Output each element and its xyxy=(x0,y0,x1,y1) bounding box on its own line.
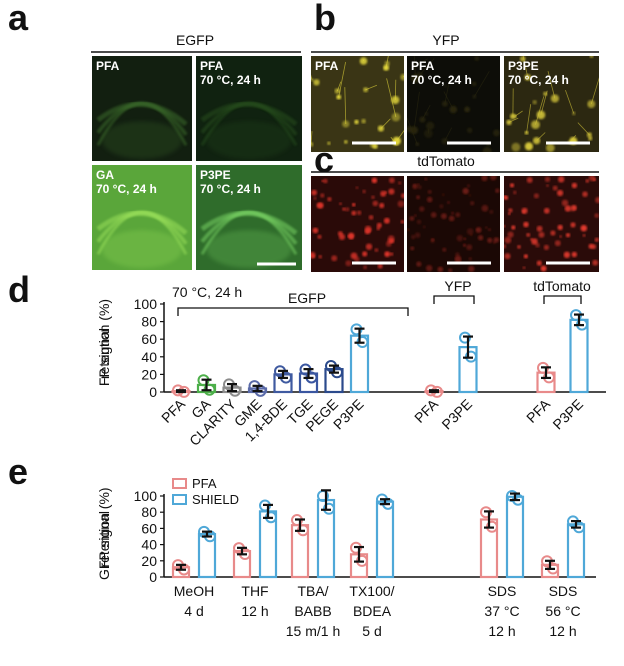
x-category-label: 56 °C xyxy=(545,603,580,619)
group-bracket xyxy=(177,307,409,316)
bar xyxy=(375,500,395,579)
x-category-label: SDS xyxy=(549,583,578,599)
y-tick-label: 60 xyxy=(141,520,157,536)
panel-letter-a: a xyxy=(8,0,29,38)
tdtomato-image-p3pe-70c xyxy=(504,176,599,272)
y-tick-label: 20 xyxy=(141,553,157,569)
y-tick-label: 60 xyxy=(141,331,157,347)
group-bracket xyxy=(543,295,582,304)
panel-a-title: EGFP xyxy=(176,32,214,48)
yfp-image-pfa: PFA xyxy=(311,56,404,152)
group-label: EGFP xyxy=(288,290,326,306)
x-category-label: BABB xyxy=(294,603,331,619)
x-category-label: TBA/ xyxy=(297,583,328,599)
micrograph-label: 70 °C, 24 h xyxy=(96,182,157,196)
micrograph-label: P3PE xyxy=(508,59,539,73)
micrograph-label: PFA xyxy=(411,59,435,73)
bar xyxy=(349,334,370,394)
y-axis-label-line: retention (%) xyxy=(96,487,112,567)
x-category-label: 37 °C xyxy=(484,603,519,619)
y-axis-label-line: retention (%) xyxy=(96,299,112,379)
y-tick-label: 40 xyxy=(141,537,157,553)
micrograph-background xyxy=(407,176,500,272)
legend-swatch xyxy=(172,478,187,489)
tdtomato-image-pfa-70c xyxy=(407,176,500,272)
x-category-label: SDS xyxy=(488,583,517,599)
x-category-label: 15 m/1 h xyxy=(286,623,340,639)
micrograph-label: 70 °C, 24 h xyxy=(200,182,261,196)
y-tick-label: 20 xyxy=(141,366,157,382)
x-category-label: 12 h xyxy=(241,603,268,619)
micrograph-label: PFA xyxy=(96,59,120,73)
panel-letter-d: d xyxy=(8,269,30,310)
legend-label: PFA xyxy=(192,476,217,491)
y-tick-label: 80 xyxy=(141,314,157,330)
x-category-label: TX100/ xyxy=(349,583,394,599)
micrograph-background xyxy=(504,176,599,272)
x-category-label: BDEA xyxy=(353,603,392,619)
y-tick-label: 100 xyxy=(134,296,158,312)
micrograph-background xyxy=(311,56,404,152)
x-category-label: THF xyxy=(241,583,268,599)
y-tick-label: 0 xyxy=(149,569,157,585)
micrograph-label: PFA xyxy=(200,59,224,73)
bar xyxy=(569,318,589,394)
micrograph-label: GA xyxy=(96,168,114,182)
panel-b-title: YFP xyxy=(432,32,459,48)
tdtomato-image-pfa xyxy=(311,176,404,272)
bar xyxy=(505,495,525,579)
x-category-label: 12 h xyxy=(488,623,515,639)
x-category-label: MeOH xyxy=(174,583,214,599)
y-tick-label: 80 xyxy=(141,504,157,520)
y-axis-label-line: FP signal xyxy=(96,328,112,386)
legend-swatch xyxy=(172,494,187,505)
micrograph-label: P3PE xyxy=(200,168,231,182)
micrograph-background xyxy=(504,56,599,152)
egfp-image-pfa: PFA xyxy=(92,56,192,161)
panel-letter-e: e xyxy=(8,451,28,492)
group-label: YFP xyxy=(444,278,471,294)
micrograph-label: 70 °C, 24 h xyxy=(411,73,472,87)
group-bracket xyxy=(433,295,475,304)
panel-letter-c: c xyxy=(314,139,334,180)
micrograph-label: 70 °C, 24 h xyxy=(200,73,261,87)
group-label: tdTomato xyxy=(533,278,591,294)
legend-label: SHIELD xyxy=(192,492,239,507)
y-tick-label: 0 xyxy=(149,384,157,400)
micrograph-label: PFA xyxy=(315,59,339,73)
text-layer: a b c d e EGFP YFP tdTomato xyxy=(8,0,475,492)
x-category-label: 5 d xyxy=(362,623,381,639)
panel-letter-b: b xyxy=(314,0,336,38)
chart-annotation: 70 °C, 24 h xyxy=(172,284,242,300)
y-tick-label: 40 xyxy=(141,349,157,365)
x-category-label: 12 h xyxy=(549,623,576,639)
y-tick-label: 100 xyxy=(134,488,158,504)
micrograph-label: 70 °C, 24 h xyxy=(508,73,569,87)
y-axis-label-line: GFP signal xyxy=(96,511,112,580)
x-category-label: 4 d xyxy=(184,603,203,619)
panel-c-title: tdTomato xyxy=(417,153,475,169)
